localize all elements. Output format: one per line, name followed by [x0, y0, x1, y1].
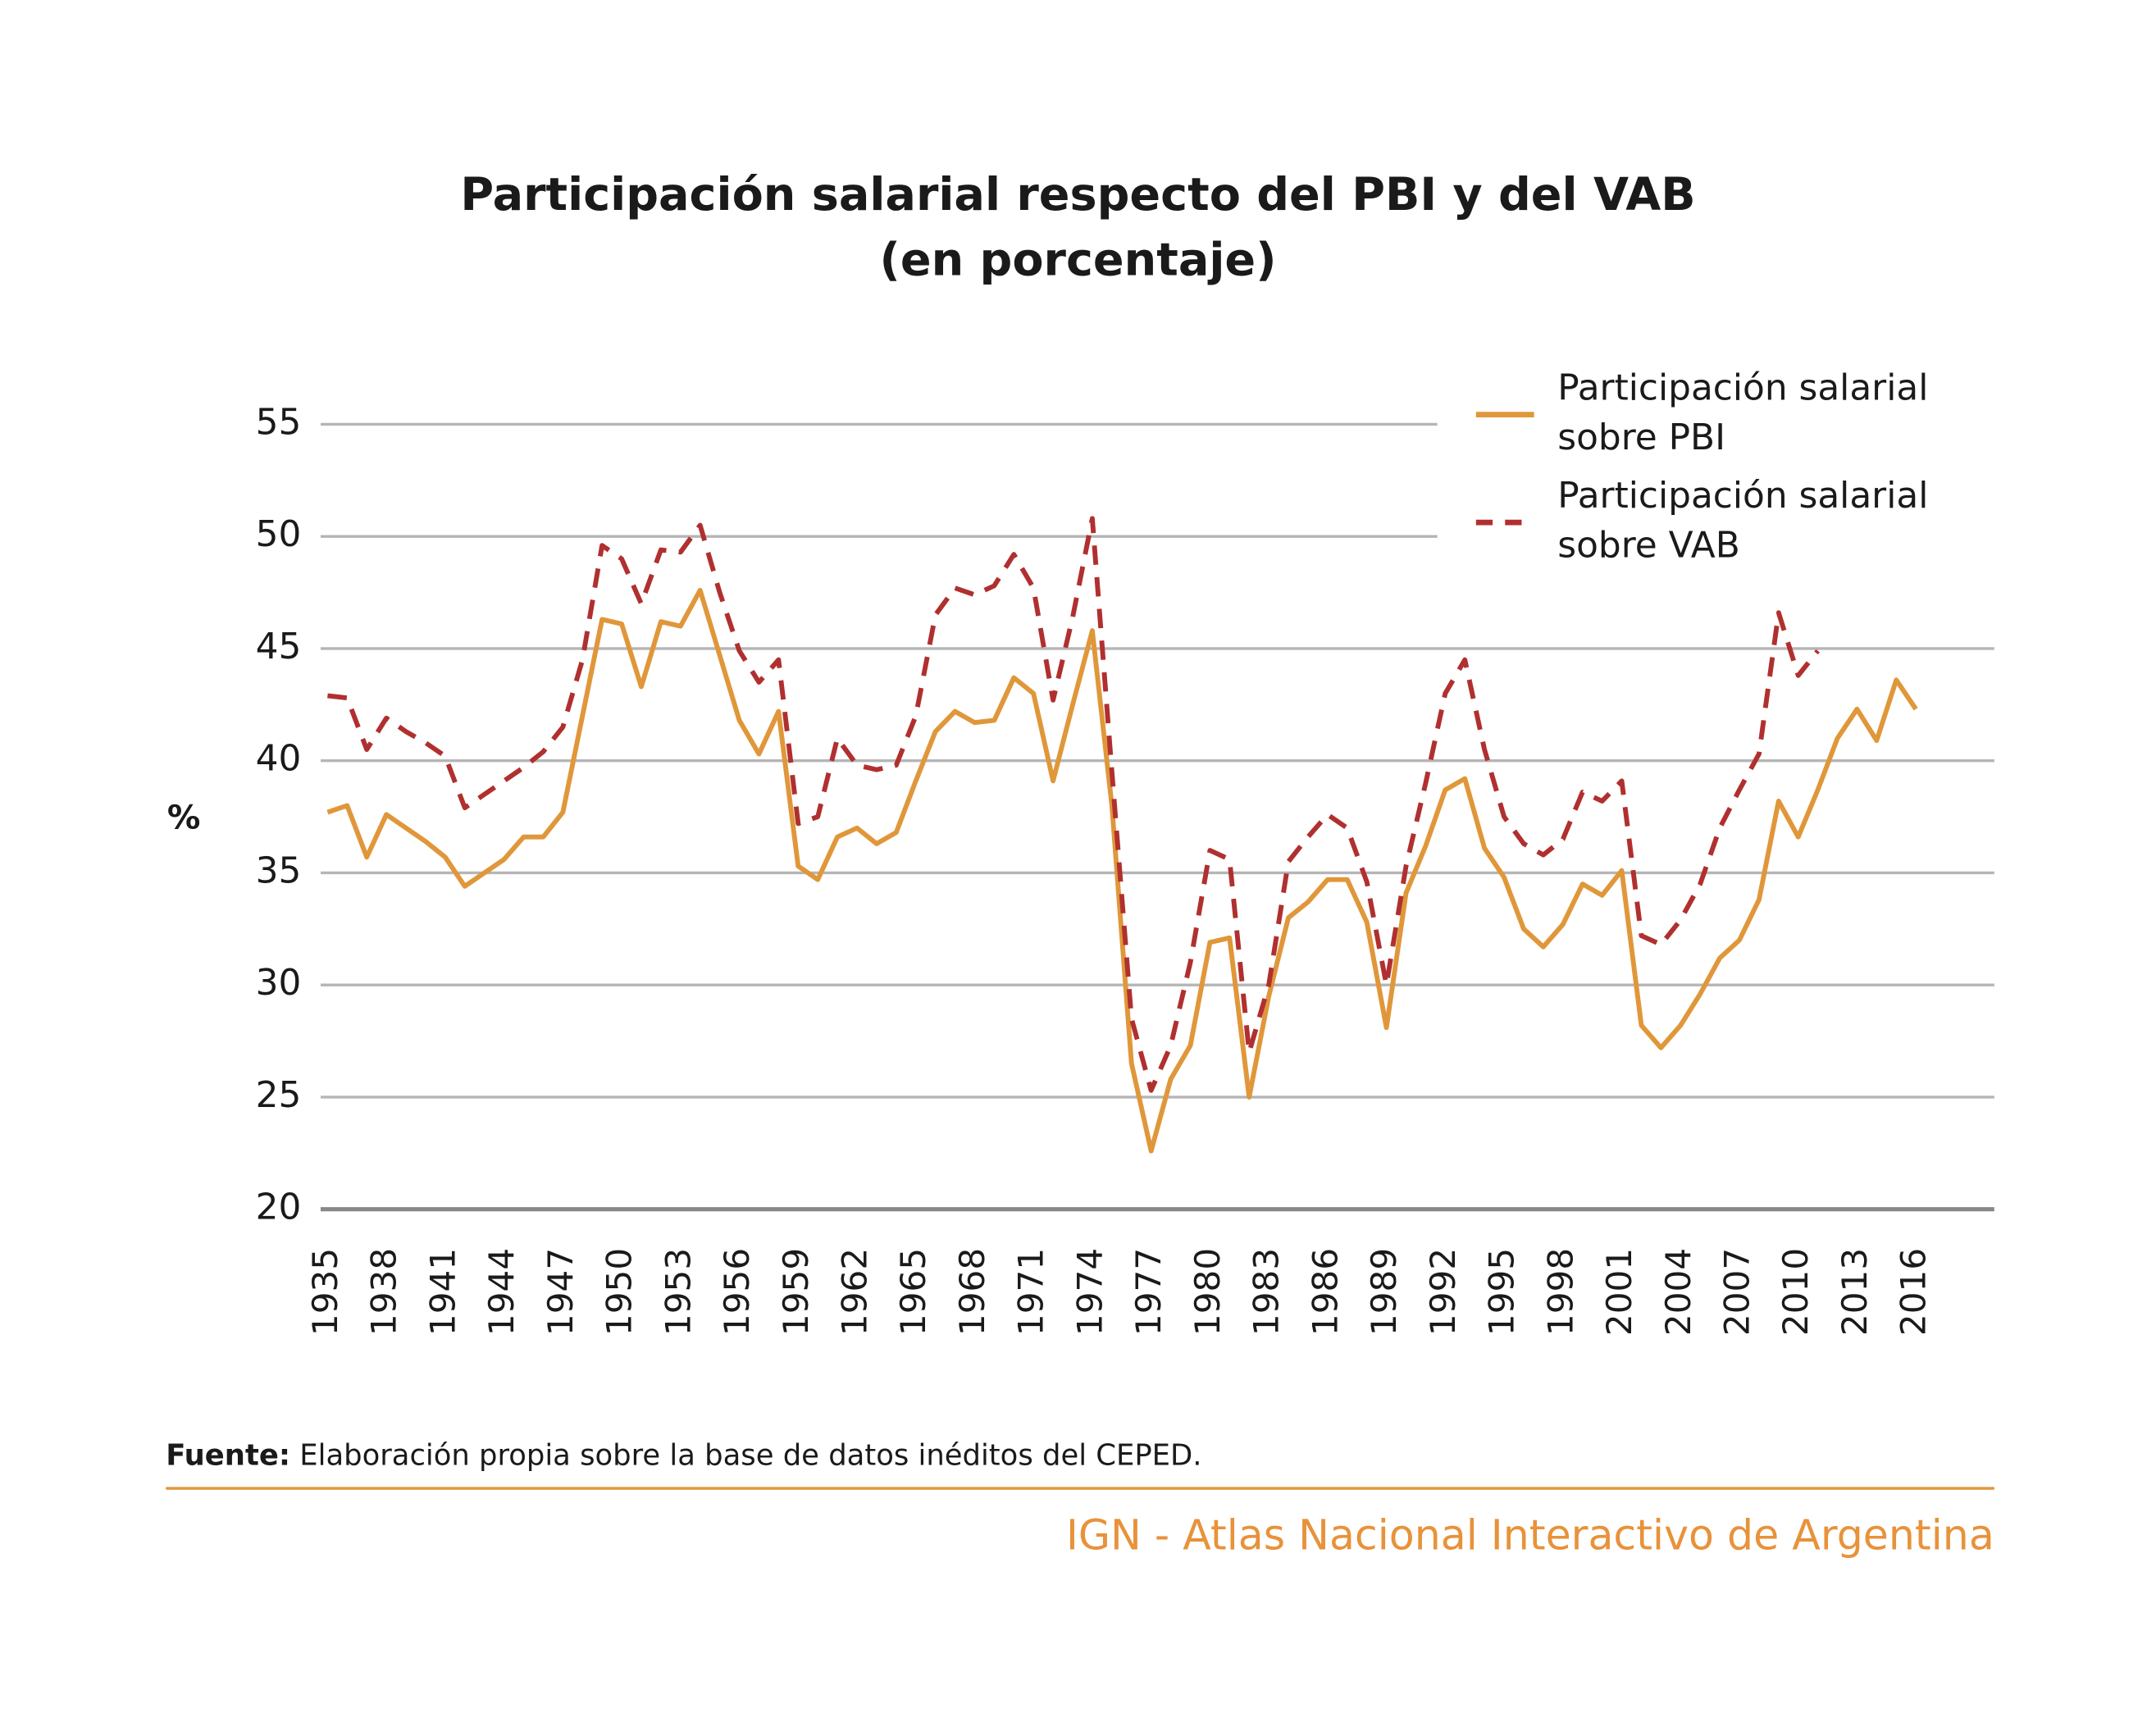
x-tick-label: 1995: [1482, 1248, 1522, 1336]
source-text: Elaboración propia sobre la base de dato…: [290, 1438, 1201, 1472]
legend-label-line: Participación salarial: [1557, 475, 1928, 517]
x-tick-label: 1989: [1364, 1248, 1404, 1336]
x-tick-label: 1941: [422, 1248, 463, 1336]
source-label: Fuente:: [166, 1438, 290, 1472]
y-tick-label: 45: [256, 626, 302, 667]
x-tick-label: 2001: [1599, 1248, 1639, 1336]
x-tick-label: 2004: [1658, 1248, 1698, 1336]
x-tick-label: 1950: [599, 1248, 640, 1336]
x-tick-label: 1974: [1069, 1248, 1110, 1336]
legend-label: Participación salarial sobre PBI: [1557, 367, 1928, 458]
x-tick-label: 2013: [1835, 1248, 1875, 1336]
x-tick-label: 1947: [540, 1248, 581, 1336]
y-tick-label: 30: [256, 962, 302, 1004]
chart-title: Participación salarial respecto del PBI …: [460, 168, 1695, 221]
x-tick-label: 1992: [1423, 1248, 1463, 1336]
data-line: [326, 587, 1918, 1154]
x-tick-label: 1971: [1011, 1248, 1051, 1336]
x-tick-label: 1944: [481, 1248, 522, 1336]
x-tick-label: 1968: [952, 1248, 992, 1336]
x-tick-label: 2010: [1775, 1248, 1816, 1336]
x-tick-label: 1977: [1128, 1248, 1169, 1336]
x-tick-label: 1959: [776, 1248, 816, 1336]
credit: IGN - Atlas Nacional Interactivo de Arge…: [1066, 1510, 1994, 1559]
legend-label-line: Participación salarial: [1557, 367, 1928, 408]
x-tick-label: 2007: [1716, 1248, 1757, 1336]
x-tick-label: 1986: [1305, 1248, 1345, 1336]
x-tick-label: 1998: [1540, 1248, 1580, 1336]
y-tick-label: 50: [256, 513, 302, 555]
legend-label-line: sobre VAB: [1557, 524, 1740, 566]
data-line: [327, 516, 1820, 1093]
x-tick-label: 1953: [658, 1248, 698, 1336]
y-tick-label: 55: [256, 401, 302, 443]
x-tick-label: 1965: [893, 1248, 933, 1336]
y-axis-label: %: [167, 797, 201, 836]
y-tick-label: 40: [256, 738, 302, 780]
x-tick-label: 1938: [364, 1248, 404, 1336]
x-tick-label: 1962: [834, 1248, 874, 1336]
x-tick-label: 1956: [717, 1248, 757, 1336]
x-tick-label: 1980: [1187, 1248, 1228, 1336]
x-tick-label: 2016: [1894, 1248, 1934, 1336]
y-tick-label: 20: [256, 1187, 302, 1228]
y-tick-label: 35: [256, 850, 302, 891]
source: Fuente: Elaboración propia sobre la base…: [166, 1438, 1201, 1472]
chart-title: (en porcentaje): [879, 233, 1276, 286]
legend-label-line: sobre PBI: [1557, 417, 1725, 458]
y-tick-label: 25: [256, 1074, 302, 1116]
x-tick-label: 1935: [305, 1248, 345, 1336]
legend-label: Participación salarial sobre VAB: [1557, 475, 1928, 567]
x-tick-label: 1983: [1247, 1248, 1287, 1336]
